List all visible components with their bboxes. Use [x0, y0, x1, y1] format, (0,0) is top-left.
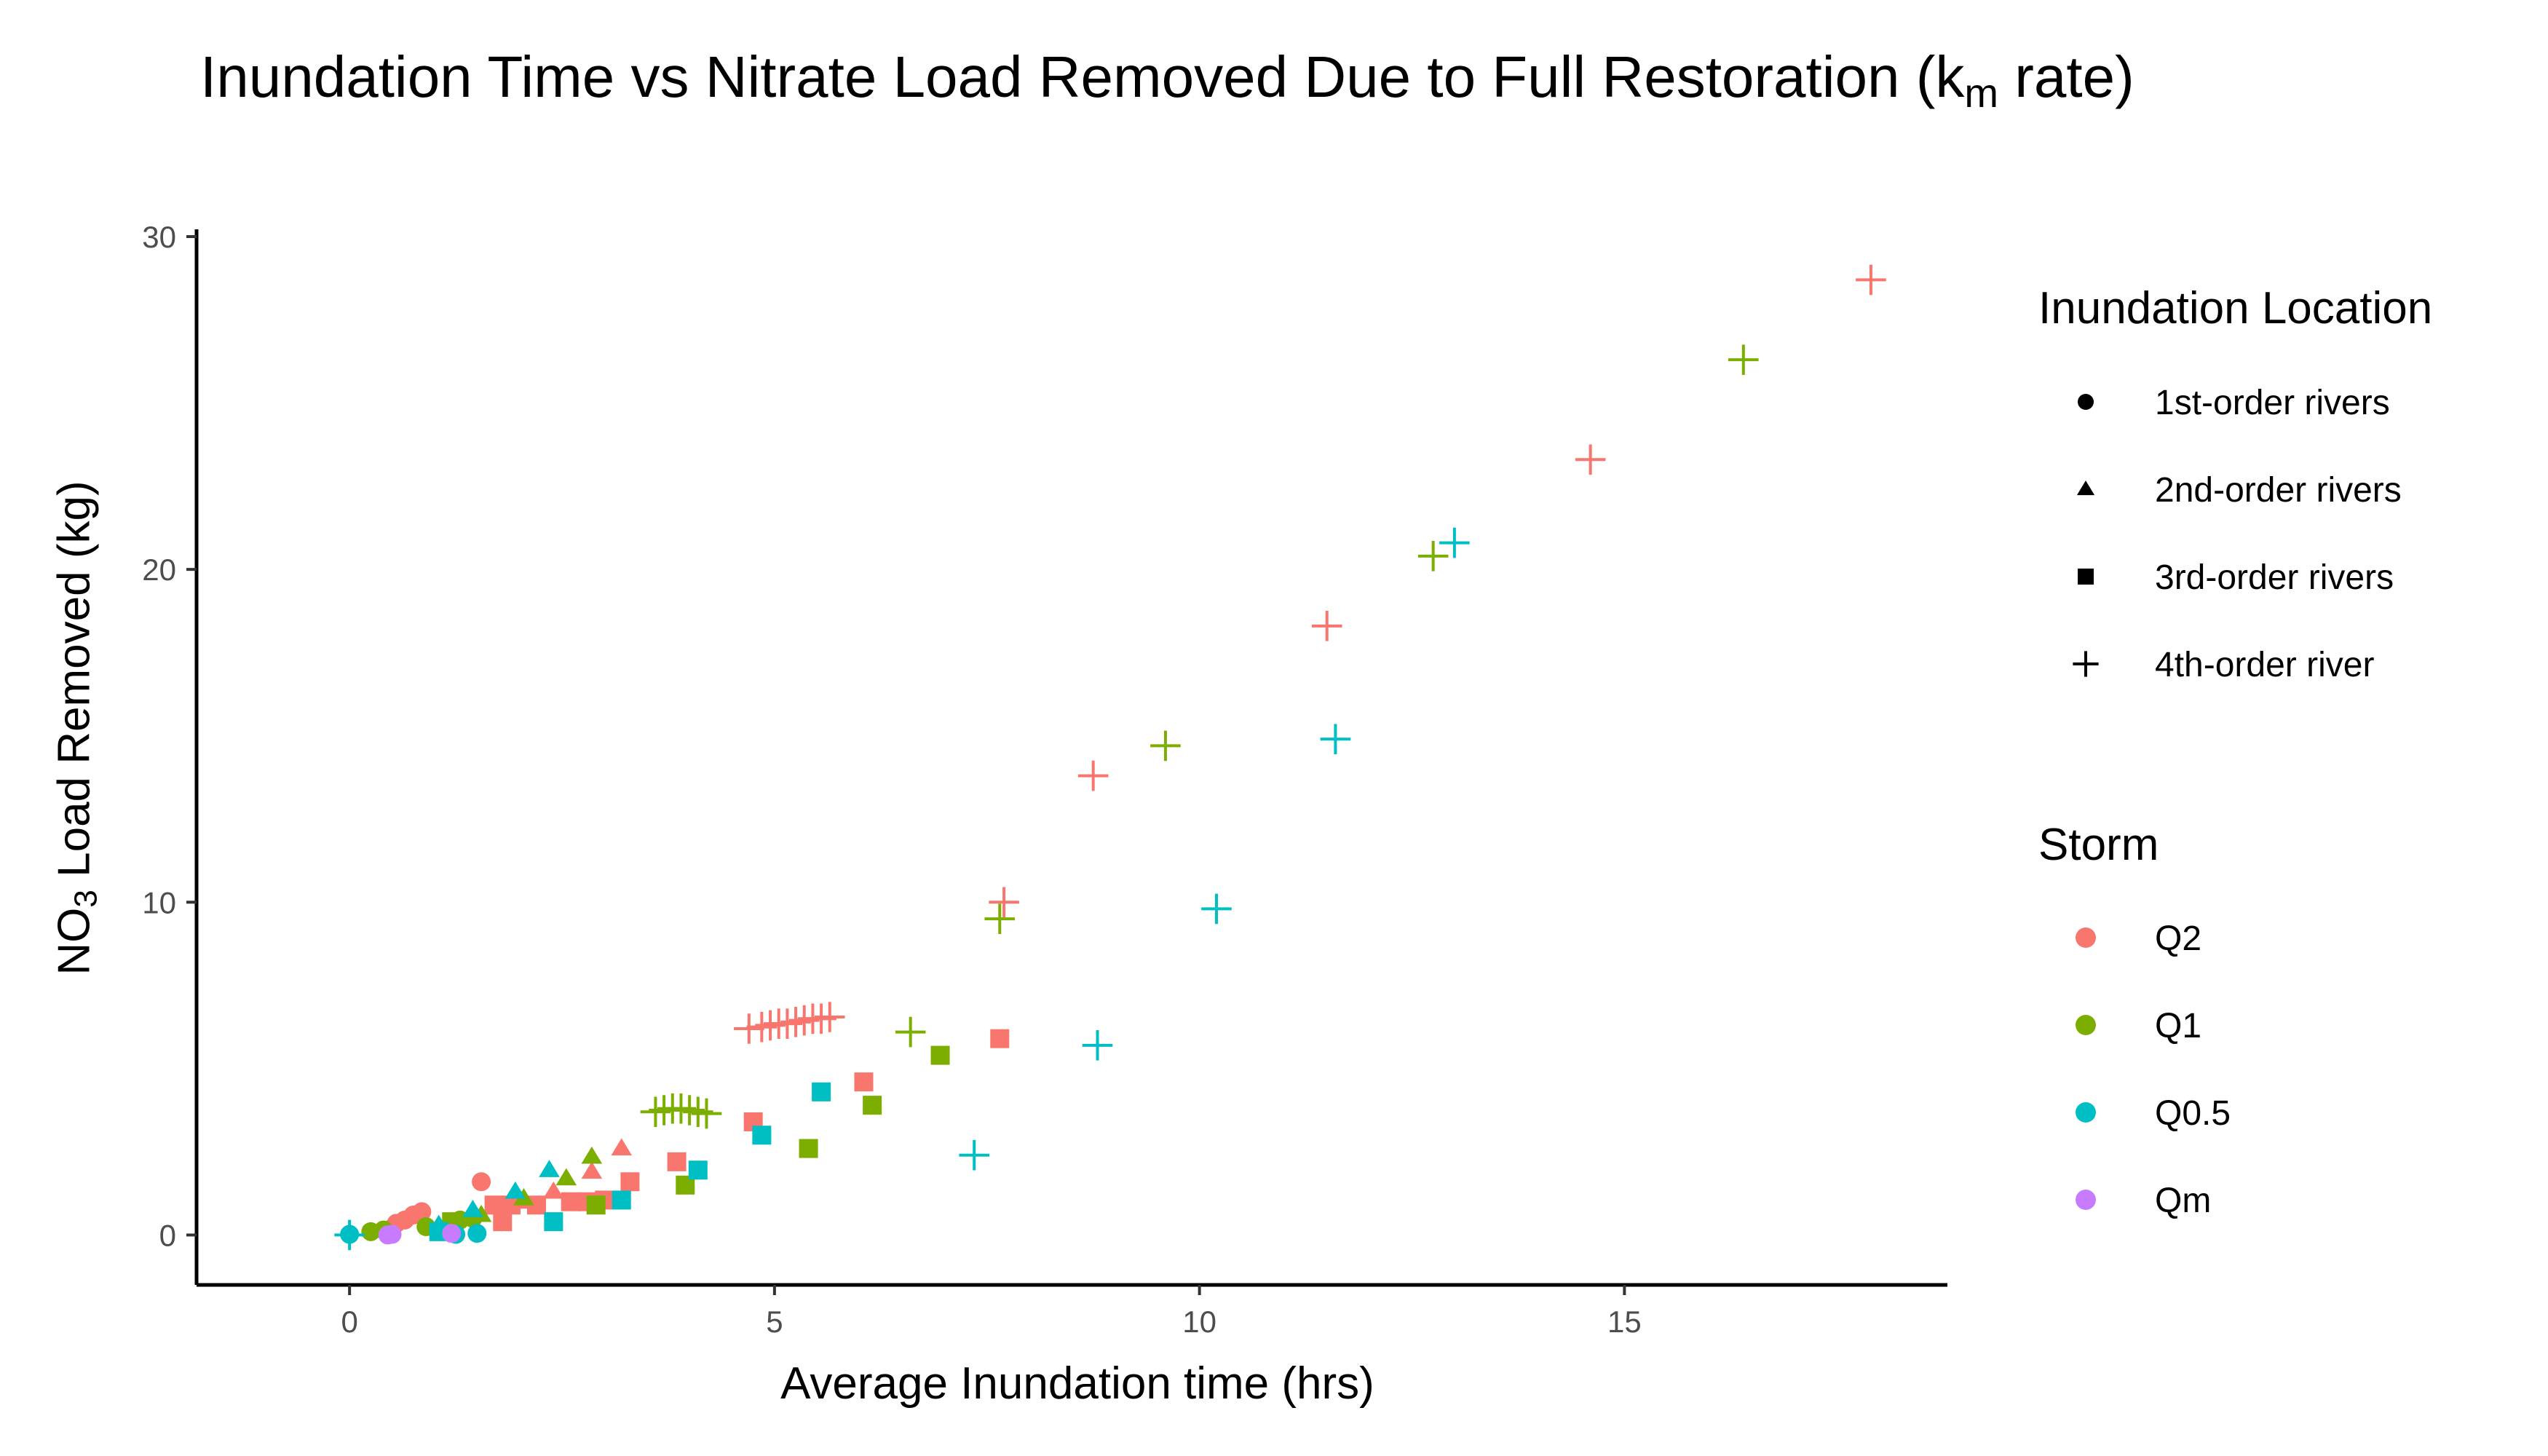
y-tick-label: 0: [159, 1218, 176, 1252]
shape-legend-key-circle: [2078, 394, 2094, 410]
data-point: [581, 1161, 603, 1179]
data-point: [990, 1029, 1010, 1048]
x-tick-label: 15: [1607, 1305, 1642, 1339]
data-point: [854, 1072, 874, 1092]
color-legend-key: [2076, 1015, 2096, 1035]
y-tick-label: 20: [142, 553, 176, 587]
data-point: [612, 1190, 631, 1210]
data-point: [665, 1093, 697, 1124]
data-point: [493, 1212, 513, 1232]
legend-keys: [2073, 394, 2099, 1210]
data-point: [340, 1224, 360, 1244]
data-point: [688, 1160, 708, 1180]
data-point: [620, 1172, 640, 1192]
shape-legend-label-3: 3rd-order rivers: [2155, 558, 2394, 597]
y-tick-label: 10: [142, 885, 176, 919]
color-legend-label-q1: Q1: [2155, 1007, 2202, 1045]
chart-title: Inundation Time vs Nitrate Load Removed …: [200, 44, 2134, 116]
x-tick-label: 5: [766, 1305, 783, 1339]
shape-legend-label-2: 2nd-order rivers: [2155, 471, 2402, 510]
data-point: [806, 1003, 836, 1034]
data-point: [543, 1181, 564, 1199]
data-point: [895, 1016, 926, 1048]
data-point: [930, 1045, 950, 1065]
data-point: [1311, 611, 1342, 641]
data-point: [484, 1195, 504, 1215]
color-legend-key: [2076, 927, 2096, 948]
color-legend-title: Storm: [2038, 820, 2159, 870]
chart-title-subscript: m: [1964, 70, 1999, 116]
data-point: [555, 1168, 577, 1186]
data-point: [640, 1096, 671, 1128]
data-point: [505, 1181, 526, 1199]
data-point: [984, 903, 1016, 934]
y-tick-label: 30: [142, 220, 176, 254]
shape-legend-label-1: 1st-order rivers: [2155, 384, 2390, 422]
data-point: [780, 1007, 811, 1037]
chart-title-end: rate): [1998, 44, 2134, 109]
data-point: [586, 1195, 606, 1215]
color-legend-label-q05: Q0.5: [2155, 1094, 2231, 1133]
data-point: [959, 1139, 990, 1171]
data-point: [1320, 724, 1351, 755]
data-point: [814, 1002, 845, 1032]
data-point: [752, 1125, 772, 1145]
shape-legend-key-plus: [2073, 651, 2099, 677]
x-axis-label: Average Inundation time (hrs): [780, 1358, 1374, 1409]
shape-legend-key-triangle: [2076, 480, 2095, 496]
data-point: [691, 1098, 722, 1129]
data-point: [611, 1138, 633, 1156]
color-legend-key: [2076, 1102, 2096, 1123]
data-point: [1077, 760, 1109, 791]
data-point: [1201, 893, 1232, 925]
data-point: [1082, 1030, 1113, 1061]
data-point: [442, 1224, 462, 1243]
data-point: [772, 1008, 803, 1039]
data-point: [1856, 264, 1886, 296]
chart-title-main: Inundation Time vs Nitrate Load Removed …: [200, 44, 1965, 109]
shape-legend-key-square: [2078, 569, 2094, 585]
data-point: [1575, 444, 1606, 475]
data-point: [1417, 541, 1449, 571]
data-point: [1439, 527, 1470, 558]
shape-legend-label-4: 4th-order river: [2155, 646, 2375, 684]
shape-legend-title: Inundation Location: [2038, 283, 2433, 333]
data-point: [734, 1013, 764, 1044]
data-point: [746, 1011, 778, 1042]
data-point: [674, 1095, 705, 1125]
color-legend-key: [2076, 1190, 2096, 1210]
x-tick-label: 10: [1182, 1305, 1216, 1339]
data-point: [755, 1010, 786, 1041]
data-point: [581, 1146, 603, 1164]
axes: 0 5 10 15 0 10 20 30: [142, 220, 1947, 1339]
data-point: [812, 1082, 831, 1101]
x-tick-label: 0: [341, 1305, 357, 1339]
color-legend-label-qm: Qm: [2155, 1182, 2212, 1220]
color-legend-label-q2: Q2: [2155, 919, 2202, 958]
plot-points: [334, 264, 1886, 1251]
data-point: [989, 887, 1019, 918]
data-point: [667, 1152, 687, 1171]
data-point: [649, 1095, 679, 1125]
data-point: [1728, 344, 1759, 375]
data-point: [863, 1096, 882, 1115]
data-point: [539, 1160, 560, 1177]
data-point: [799, 1139, 818, 1158]
data-point: [361, 1222, 381, 1241]
data-point: [788, 1005, 820, 1036]
data-point: [1150, 730, 1181, 761]
data-point: [378, 1225, 397, 1245]
data-point: [561, 1192, 580, 1211]
data-point: [472, 1172, 491, 1192]
data-point: [462, 1200, 483, 1217]
data-point: [467, 1224, 487, 1243]
data-point: [544, 1212, 563, 1232]
data-point: [683, 1096, 713, 1128]
